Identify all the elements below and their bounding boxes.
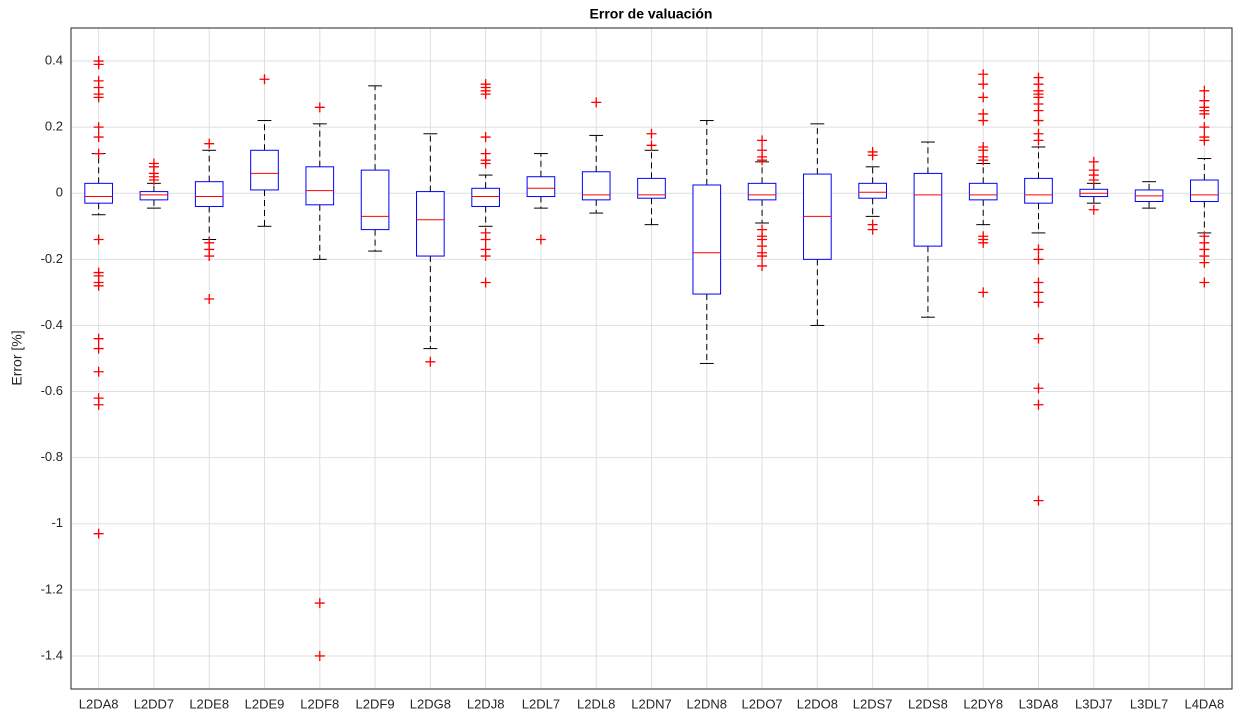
box	[251, 150, 279, 190]
x-tick-label: L2DN8	[687, 696, 727, 711]
outlier	[1089, 205, 1099, 215]
y-tick-label: -1.2	[41, 581, 63, 596]
chart: Error de valuación Error [%] -1.4 -1.2 -1 -…	[0, 0, 1242, 719]
outlier	[204, 294, 214, 304]
outlier	[1034, 496, 1044, 506]
outlier	[1199, 86, 1209, 96]
outlier	[1034, 400, 1044, 410]
outlier	[94, 122, 104, 132]
y-tick-label: 0.4	[45, 52, 63, 67]
outlier	[591, 97, 601, 107]
y-tick-label: 0	[56, 185, 63, 200]
box	[1025, 178, 1053, 203]
outlier	[978, 116, 988, 126]
x-tick-label: L2DS8	[908, 696, 948, 711]
outlier	[94, 344, 104, 354]
outlier	[481, 235, 491, 245]
outlier	[868, 225, 878, 235]
outlier	[1034, 287, 1044, 297]
box	[306, 167, 334, 205]
y-tick-label: -0.4	[41, 317, 63, 332]
x-tick-label: L2DN7	[631, 696, 671, 711]
outlier	[481, 277, 491, 287]
outlier	[94, 334, 104, 344]
outlier	[757, 135, 767, 145]
box	[914, 173, 942, 246]
x-tick-label: L2DA8	[79, 696, 119, 711]
outlier	[94, 132, 104, 142]
y-tick-label: -0.6	[41, 383, 63, 398]
box	[527, 177, 555, 197]
outlier	[260, 74, 270, 84]
box	[748, 183, 776, 200]
y-tick-label: 0.2	[45, 119, 63, 134]
x-tick-label: L2DL7	[522, 696, 560, 711]
outlier	[1034, 334, 1044, 344]
box	[969, 183, 997, 200]
outlier	[1034, 106, 1044, 116]
y-tick-label: -1	[51, 515, 63, 530]
x-tick-label: L3DJ7	[1075, 696, 1113, 711]
x-tick-label: L3DL7	[1130, 696, 1168, 711]
outlier	[1034, 297, 1044, 307]
box	[859, 183, 887, 198]
box	[472, 188, 500, 206]
chart-title: Error de valuación	[590, 6, 713, 22]
x-tick-label: L2DD7	[134, 696, 174, 711]
y-tick-label: -0.2	[41, 251, 63, 266]
x-tick-label: L2DG8	[410, 696, 451, 711]
outlier	[315, 651, 325, 661]
outlier	[425, 357, 435, 367]
outlier	[94, 235, 104, 245]
x-tick-label: L2DL8	[577, 696, 615, 711]
outlier	[536, 235, 546, 245]
outlier	[94, 367, 104, 377]
x-tick-label: L2DF8	[300, 696, 339, 711]
x-tick-label: L3DA8	[1019, 696, 1059, 711]
x-tick-label: L4DA8	[1184, 696, 1224, 711]
outlier	[978, 287, 988, 297]
box	[693, 185, 721, 294]
box	[582, 172, 610, 200]
box	[417, 192, 445, 256]
x-tick-label: L2DF9	[356, 696, 395, 711]
outlier	[647, 129, 657, 139]
box	[85, 183, 113, 203]
outlier	[94, 149, 104, 159]
outlier	[1034, 116, 1044, 126]
x-tick-label: L2DY8	[963, 696, 1003, 711]
outlier	[1034, 277, 1044, 287]
outlier	[94, 529, 104, 539]
box	[195, 182, 223, 207]
y-tick-label: -1.4	[41, 647, 63, 662]
outlier	[978, 69, 988, 79]
x-tick-label: L2DE8	[189, 696, 229, 711]
box	[361, 170, 389, 229]
outlier	[1199, 277, 1209, 287]
outlier	[757, 261, 767, 271]
outlier	[978, 79, 988, 89]
x-tick-label: L2DO8	[797, 696, 838, 711]
x-tick-label: L2DS7	[853, 696, 893, 711]
outlier	[647, 140, 657, 150]
box	[140, 192, 168, 200]
outlier	[315, 598, 325, 608]
y-axis-label: Error [%]	[9, 330, 25, 385]
outlier	[1034, 135, 1044, 145]
outlier	[94, 400, 104, 410]
outlier	[481, 132, 491, 142]
outlier	[1034, 244, 1044, 254]
x-tick-label: L2DE9	[245, 696, 285, 711]
outlier	[204, 139, 214, 149]
outlier	[1199, 122, 1209, 132]
x-tick-label: L2DO7	[741, 696, 782, 711]
outlier	[1034, 254, 1044, 264]
y-tick-label: -0.8	[41, 449, 63, 464]
x-tick-label: L2DJ8	[467, 696, 505, 711]
box	[1191, 180, 1219, 201]
outlier	[978, 92, 988, 102]
outlier	[315, 102, 325, 112]
